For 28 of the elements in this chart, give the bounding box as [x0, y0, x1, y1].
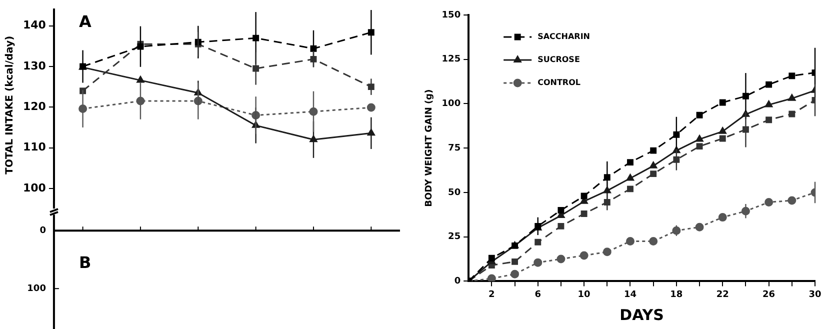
legend-label: SACCHARIN	[538, 32, 590, 42]
y-tick-label: 0	[454, 276, 461, 287]
x-axis-title: DAYS	[620, 306, 664, 324]
annotation: A	[78, 12, 92, 31]
x-tick-label: 18	[670, 290, 683, 300]
text: B	[78, 252, 92, 272]
legend-label: SUCROSE	[538, 55, 580, 64]
y-tick-label: 125	[442, 54, 461, 65]
y-tick-label: 100	[22, 181, 46, 194]
y-tick-label: 150	[442, 10, 461, 20]
x-tick-label: 30	[808, 290, 822, 300]
x-tick-label: 22	[716, 290, 729, 300]
x-tick-label: 6	[534, 290, 541, 300]
x-tick-label: 10	[578, 290, 590, 300]
legend-label: CONTROL	[538, 78, 580, 88]
y-tick-label: 50	[448, 188, 461, 198]
y-tick-label: 25	[448, 232, 461, 242]
y-tick-label: 130	[22, 59, 46, 72]
x-tick-label: 14	[624, 290, 637, 300]
x-tick-label: 2	[488, 290, 495, 300]
y-axis-title: TOTAL INTAKE (kcal/day)	[4, 36, 16, 174]
y-axis-title: BODY WEIGHT GAIN (g)	[424, 89, 435, 207]
y-tick-label: 140	[22, 18, 46, 32]
x-tick-label: 26	[762, 290, 776, 300]
y-tick-label: 75	[448, 143, 461, 154]
y-tick-label: 110	[22, 140, 46, 154]
y-tick-label: 100	[442, 99, 461, 110]
y-tick-label: 120	[22, 100, 46, 113]
